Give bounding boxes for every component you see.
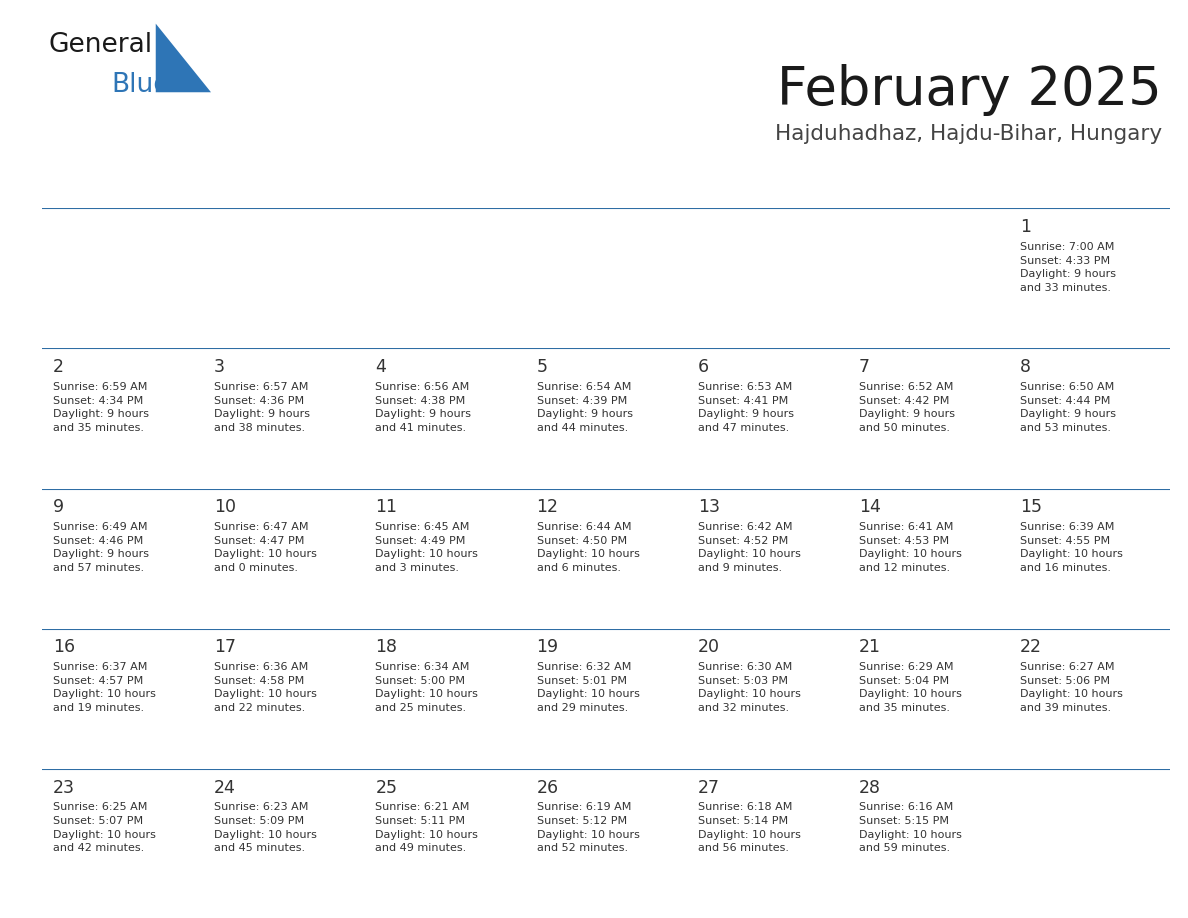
Text: Sunrise: 6:42 AM
Sunset: 4:52 PM
Daylight: 10 hours
and 9 minutes.: Sunrise: 6:42 AM Sunset: 4:52 PM Dayligh… [697,522,801,573]
Polygon shape [156,24,211,92]
Text: 23: 23 [53,778,75,797]
Text: Sunrise: 6:23 AM
Sunset: 5:09 PM
Daylight: 10 hours
and 45 minutes.: Sunrise: 6:23 AM Sunset: 5:09 PM Dayligh… [214,802,317,853]
Text: Sunrise: 6:19 AM
Sunset: 5:12 PM
Daylight: 10 hours
and 52 minutes.: Sunrise: 6:19 AM Sunset: 5:12 PM Dayligh… [537,802,639,853]
Text: Thursday: Thursday [701,174,778,192]
Text: 3: 3 [214,358,225,376]
Text: Sunrise: 6:50 AM
Sunset: 4:44 PM
Daylight: 9 hours
and 53 minutes.: Sunrise: 6:50 AM Sunset: 4:44 PM Dayligh… [1020,382,1117,433]
Text: Sunrise: 6:54 AM
Sunset: 4:39 PM
Daylight: 9 hours
and 44 minutes.: Sunrise: 6:54 AM Sunset: 4:39 PM Dayligh… [537,382,632,433]
Text: 20: 20 [697,638,720,656]
Text: Wednesday: Wednesday [539,174,636,192]
Text: Sunrise: 6:18 AM
Sunset: 5:14 PM
Daylight: 10 hours
and 56 minutes.: Sunrise: 6:18 AM Sunset: 5:14 PM Dayligh… [697,802,801,853]
Text: Saturday: Saturday [1023,174,1098,192]
Text: Blue: Blue [112,72,170,97]
Text: Friday: Friday [862,174,912,192]
Text: 24: 24 [214,778,236,797]
Text: 9: 9 [53,498,64,516]
Text: 18: 18 [375,638,397,656]
Text: 22: 22 [1020,638,1042,656]
Text: 10: 10 [214,498,236,516]
Text: 27: 27 [697,778,720,797]
Text: Sunrise: 6:45 AM
Sunset: 4:49 PM
Daylight: 10 hours
and 3 minutes.: Sunrise: 6:45 AM Sunset: 4:49 PM Dayligh… [375,522,479,573]
Text: 5: 5 [537,358,548,376]
Text: 28: 28 [859,778,881,797]
Text: General: General [49,32,153,59]
Text: Sunrise: 6:59 AM
Sunset: 4:34 PM
Daylight: 9 hours
and 35 minutes.: Sunrise: 6:59 AM Sunset: 4:34 PM Dayligh… [53,382,148,433]
Text: Sunrise: 6:32 AM
Sunset: 5:01 PM
Daylight: 10 hours
and 29 minutes.: Sunrise: 6:32 AM Sunset: 5:01 PM Dayligh… [537,662,639,713]
Text: 1: 1 [1020,218,1031,236]
Text: Sunrise: 6:41 AM
Sunset: 4:53 PM
Daylight: 10 hours
and 12 minutes.: Sunrise: 6:41 AM Sunset: 4:53 PM Dayligh… [859,522,962,573]
Text: Tuesday: Tuesday [379,174,447,192]
Text: 8: 8 [1020,358,1031,376]
Text: Sunrise: 6:37 AM
Sunset: 4:57 PM
Daylight: 10 hours
and 19 minutes.: Sunrise: 6:37 AM Sunset: 4:57 PM Dayligh… [53,662,156,713]
Text: 7: 7 [859,358,870,376]
Text: 19: 19 [537,638,558,656]
Text: Sunrise: 6:21 AM
Sunset: 5:11 PM
Daylight: 10 hours
and 49 minutes.: Sunrise: 6:21 AM Sunset: 5:11 PM Dayligh… [375,802,479,853]
Text: 6: 6 [697,358,709,376]
Text: Sunrise: 6:57 AM
Sunset: 4:36 PM
Daylight: 9 hours
and 38 minutes.: Sunrise: 6:57 AM Sunset: 4:36 PM Dayligh… [214,382,310,433]
Text: 17: 17 [214,638,236,656]
Text: 12: 12 [537,498,558,516]
Text: 4: 4 [375,358,386,376]
Text: Sunrise: 6:34 AM
Sunset: 5:00 PM
Daylight: 10 hours
and 25 minutes.: Sunrise: 6:34 AM Sunset: 5:00 PM Dayligh… [375,662,479,713]
Text: Sunrise: 6:29 AM
Sunset: 5:04 PM
Daylight: 10 hours
and 35 minutes.: Sunrise: 6:29 AM Sunset: 5:04 PM Dayligh… [859,662,962,713]
Text: Sunrise: 7:00 AM
Sunset: 4:33 PM
Daylight: 9 hours
and 33 minutes.: Sunrise: 7:00 AM Sunset: 4:33 PM Dayligh… [1020,242,1117,293]
Text: 13: 13 [697,498,720,516]
Text: Sunrise: 6:25 AM
Sunset: 5:07 PM
Daylight: 10 hours
and 42 minutes.: Sunrise: 6:25 AM Sunset: 5:07 PM Dayligh… [53,802,156,853]
Text: Sunrise: 6:27 AM
Sunset: 5:06 PM
Daylight: 10 hours
and 39 minutes.: Sunrise: 6:27 AM Sunset: 5:06 PM Dayligh… [1020,662,1123,713]
Text: 15: 15 [1020,498,1042,516]
Text: Sunrise: 6:47 AM
Sunset: 4:47 PM
Daylight: 10 hours
and 0 minutes.: Sunrise: 6:47 AM Sunset: 4:47 PM Dayligh… [214,522,317,573]
Text: Sunday: Sunday [56,174,118,192]
Text: Sunrise: 6:53 AM
Sunset: 4:41 PM
Daylight: 9 hours
and 47 minutes.: Sunrise: 6:53 AM Sunset: 4:41 PM Dayligh… [697,382,794,433]
Text: February 2025: February 2025 [777,64,1162,117]
Text: Sunrise: 6:52 AM
Sunset: 4:42 PM
Daylight: 9 hours
and 50 minutes.: Sunrise: 6:52 AM Sunset: 4:42 PM Dayligh… [859,382,955,433]
Text: 26: 26 [537,778,558,797]
Text: Sunrise: 6:56 AM
Sunset: 4:38 PM
Daylight: 9 hours
and 41 minutes.: Sunrise: 6:56 AM Sunset: 4:38 PM Dayligh… [375,382,472,433]
Text: Monday: Monday [217,174,283,192]
Text: Hajduhadhaz, Hajdu-Bihar, Hungary: Hajduhadhaz, Hajdu-Bihar, Hungary [775,124,1162,144]
Text: 25: 25 [375,778,397,797]
Text: Sunrise: 6:44 AM
Sunset: 4:50 PM
Daylight: 10 hours
and 6 minutes.: Sunrise: 6:44 AM Sunset: 4:50 PM Dayligh… [537,522,639,573]
Text: Sunrise: 6:39 AM
Sunset: 4:55 PM
Daylight: 10 hours
and 16 minutes.: Sunrise: 6:39 AM Sunset: 4:55 PM Dayligh… [1020,522,1123,573]
Text: Sunrise: 6:16 AM
Sunset: 5:15 PM
Daylight: 10 hours
and 59 minutes.: Sunrise: 6:16 AM Sunset: 5:15 PM Dayligh… [859,802,962,853]
Text: Sunrise: 6:49 AM
Sunset: 4:46 PM
Daylight: 9 hours
and 57 minutes.: Sunrise: 6:49 AM Sunset: 4:46 PM Dayligh… [53,522,148,573]
Text: 14: 14 [859,498,880,516]
Text: 21: 21 [859,638,881,656]
Text: Sunrise: 6:36 AM
Sunset: 4:58 PM
Daylight: 10 hours
and 22 minutes.: Sunrise: 6:36 AM Sunset: 4:58 PM Dayligh… [214,662,317,713]
Text: 16: 16 [53,638,75,656]
Text: 2: 2 [53,358,64,376]
Text: Sunrise: 6:30 AM
Sunset: 5:03 PM
Daylight: 10 hours
and 32 minutes.: Sunrise: 6:30 AM Sunset: 5:03 PM Dayligh… [697,662,801,713]
Text: 11: 11 [375,498,397,516]
